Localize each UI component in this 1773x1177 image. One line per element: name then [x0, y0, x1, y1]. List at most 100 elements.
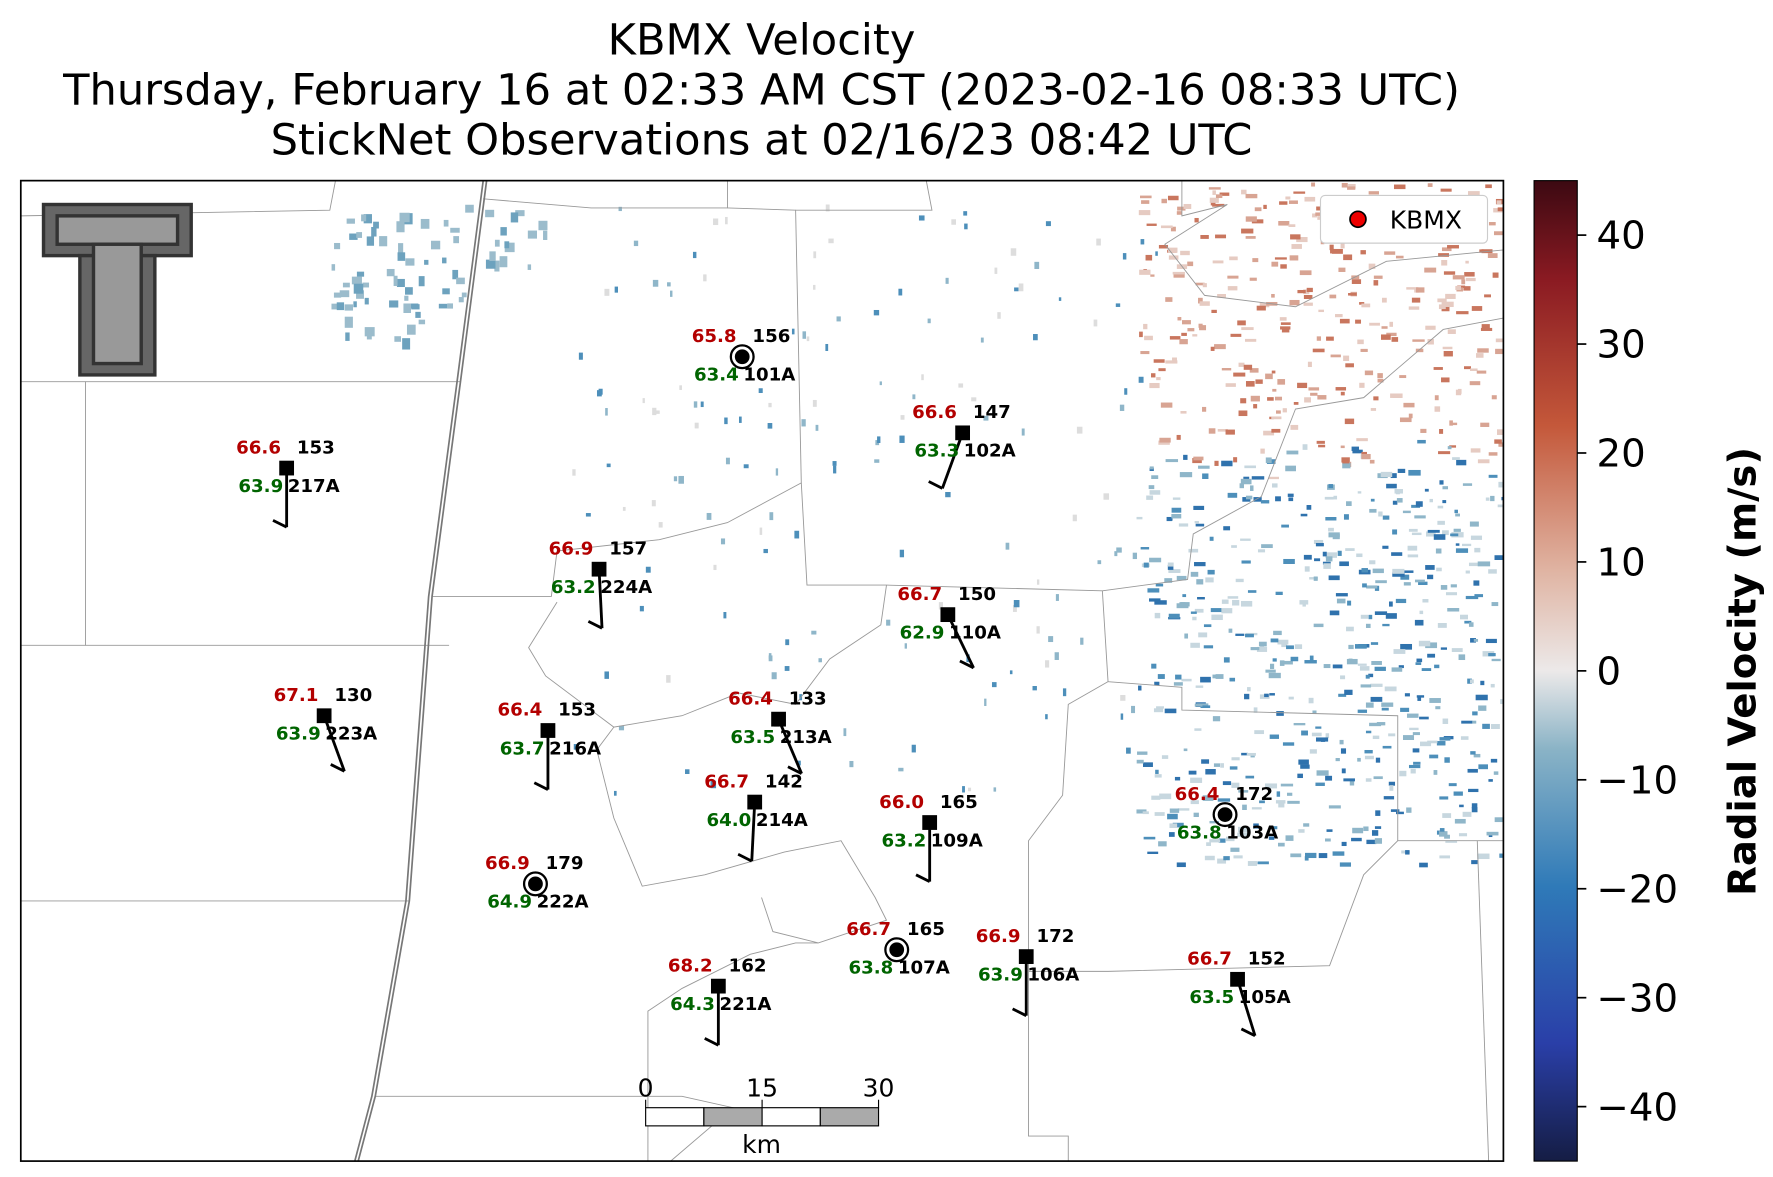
radar-gate [1467, 191, 1480, 196]
radar-gate [1360, 614, 1369, 619]
radar-gate [1275, 496, 1281, 502]
radar-gate [1054, 652, 1059, 660]
radar-gate [1382, 515, 1390, 520]
radar-gate [1194, 520, 1199, 524]
radar-gate [1471, 807, 1478, 813]
radar-gate [510, 212, 519, 223]
radar-gate [813, 284, 816, 290]
radar-gate [1198, 465, 1210, 469]
radar-gate [1343, 254, 1353, 261]
radar-gate [1478, 705, 1487, 711]
radar-gate [1245, 775, 1255, 779]
radar-gate [1396, 811, 1404, 815]
dewpoint: 63.2 [551, 577, 596, 598]
radar-gate [1171, 513, 1182, 519]
radar-gate [447, 303, 454, 309]
radar-gate [1411, 532, 1422, 536]
radar-gate [1427, 740, 1438, 744]
radar-gate [1333, 495, 1338, 500]
colorbar-label: Radial Velocity (m/s) [1721, 447, 1766, 896]
radar-gate [1369, 322, 1380, 326]
radar-gate [991, 682, 997, 688]
radar-gate [1116, 547, 1122, 553]
station-calm [884, 937, 910, 963]
radar-gate [1221, 368, 1232, 371]
scale-segment [645, 1107, 705, 1127]
radar-gate [1167, 562, 1174, 567]
radar-gate [1500, 699, 1504, 705]
radar-gate [1158, 244, 1169, 249]
radar-gate [1114, 551, 1118, 557]
radar-gate [1250, 647, 1260, 651]
radar-gate [1408, 306, 1420, 310]
radar-gate [1278, 842, 1285, 847]
radar-gate [1371, 830, 1379, 836]
radar-gate [1283, 558, 1295, 564]
radar-gate [1168, 255, 1179, 260]
radar-gate [1260, 448, 1265, 454]
radar-gate [1493, 771, 1499, 775]
radar-gate [1080, 637, 1084, 645]
radar-gate [1282, 742, 1295, 746]
radar-gate [1470, 368, 1478, 371]
radar-gate [1203, 645, 1214, 649]
radar-gate [1478, 764, 1489, 770]
radar-gate [1332, 851, 1345, 856]
radar-gate [1260, 500, 1270, 504]
dewpoint: 63.3 [914, 441, 959, 462]
radar-gate [1439, 737, 1451, 741]
radar-gate [938, 602, 944, 610]
radar-gate [673, 476, 678, 482]
title: KBMX Velocity [608, 16, 916, 66]
radar-gate [1180, 411, 1187, 414]
radar-gate [1470, 448, 1481, 453]
radar-gate [1034, 261, 1040, 269]
stations: 65.8 156 63.4 101A 66.6 147 63.3 102A 66.6 153 63.… [236, 326, 1291, 1047]
radar-gate [1318, 853, 1328, 859]
radar-gate [438, 303, 448, 309]
radar-gate [1253, 404, 1258, 409]
radar-gate [1304, 660, 1317, 664]
radar-gate [801, 419, 806, 427]
radar-gate [1378, 511, 1383, 517]
radar-gate [1477, 561, 1491, 567]
radar-gate [1486, 831, 1499, 836]
radar-gate [1368, 673, 1374, 678]
radar-gate [504, 242, 515, 253]
radar-gate [1240, 398, 1247, 404]
radar-gate [1391, 552, 1403, 556]
radar-gate [642, 398, 645, 404]
radar-gate [1386, 332, 1397, 337]
wind-barb [597, 569, 604, 629]
radar-gate [1265, 373, 1273, 380]
radar-gate [1465, 595, 1479, 600]
radar-gate [1360, 348, 1368, 352]
radar-gate [1165, 297, 1173, 302]
radar-gate [1329, 294, 1337, 299]
radar-gate [1045, 221, 1051, 227]
radar-gate [1480, 327, 1493, 331]
scale-label: 0 [638, 1073, 654, 1102]
radar-gate [1469, 381, 1481, 386]
radar-gate [1058, 297, 1062, 301]
pressure: 172 [1036, 926, 1074, 947]
radar-gate [405, 258, 415, 266]
radar-gate [386, 268, 395, 277]
radar-gate [1200, 705, 1211, 709]
radar-gate [1233, 372, 1246, 377]
radar-gate [1325, 775, 1333, 781]
radar-gate [1375, 757, 1381, 763]
radar-gate [993, 787, 997, 792]
radar-gate [1288, 497, 1294, 502]
radar-gate [1215, 674, 1224, 679]
radar-gate [1287, 800, 1300, 804]
map: 65.8 156 63.4 101A 66.6 147 63.3 102A 66.6 153 63.… [20, 180, 1504, 1162]
radar-gate [1263, 204, 1267, 209]
radar-gate [1036, 579, 1040, 585]
radar-gate [527, 264, 532, 270]
radar-gate [1159, 437, 1171, 443]
radar-gate [1368, 614, 1373, 620]
radar-gate [1182, 594, 1187, 598]
radar-gate [1370, 498, 1375, 502]
radar-gate [784, 666, 790, 671]
